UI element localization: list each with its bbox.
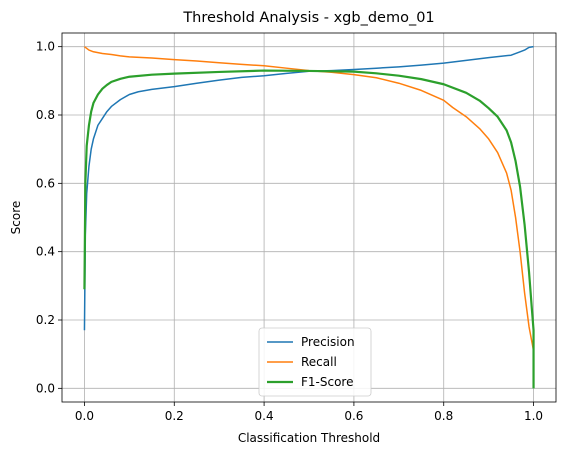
- legend-entry-recall: Recall: [301, 355, 337, 369]
- plot-frame: [61, 32, 557, 403]
- x-tick-label: 0.0: [75, 409, 94, 423]
- x-tick-label: 0.2: [165, 409, 184, 423]
- y-tick-label: 0.2: [36, 313, 55, 327]
- x-tick-label: 0.6: [344, 409, 363, 423]
- x-tick-label: 0.8: [434, 409, 453, 423]
- series-line-recall: [83, 46, 535, 351]
- x-axis-label: Classification Threshold: [238, 431, 380, 445]
- series-lines: [83, 45, 535, 389]
- legend: Precision Recall F1-Score: [258, 327, 372, 397]
- y-tick-label: 1.0: [36, 40, 55, 54]
- legend-entry-f1-score: F1-Score: [301, 375, 353, 389]
- legend-box: [258, 327, 372, 397]
- y-axis-label: Score: [9, 201, 23, 235]
- series-line-precision: [83, 45, 534, 331]
- series-line-f1-score: [83, 69, 535, 389]
- grid-lines: [62, 33, 556, 402]
- chart-title: Threshold Analysis - xgb_demo_01: [182, 10, 434, 26]
- x-tick-label: 1.0: [524, 409, 543, 423]
- y-tick-label: 0.4: [36, 245, 55, 259]
- y-tick-label: 0.0: [36, 381, 55, 395]
- y-tick-label: 0.8: [36, 108, 55, 122]
- legend-entry-precision: Precision: [301, 335, 355, 349]
- y-tick-label: 0.6: [36, 176, 55, 190]
- x-tick-label: 0.4: [255, 409, 274, 423]
